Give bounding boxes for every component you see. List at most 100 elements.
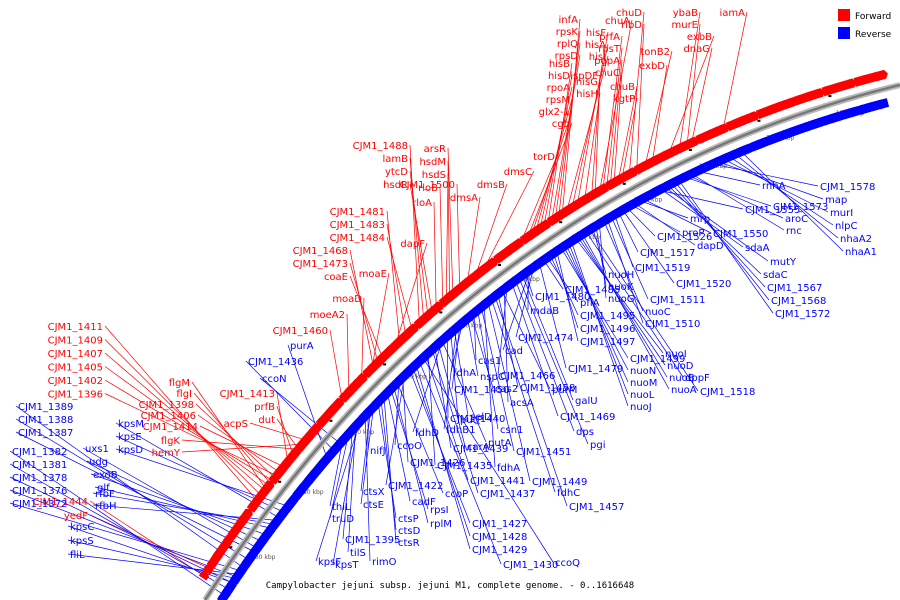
reverse-gene-label: rpsI [430,505,449,516]
gene-arrows [198,69,890,600]
leader-line [690,47,713,147]
leader-line [346,313,350,397]
forward-gene-label: hisF [586,28,606,39]
forward-gene-label: hisA [585,40,606,51]
reverse-gene-label: CJM1_1480 [535,292,590,303]
leader-line [417,358,502,565]
reverse-gene-label: nhaA1 [845,247,877,258]
reverse-gene-label: CJM1_1427 [472,519,527,530]
forward-gene-label: tonB2 [640,47,670,58]
leader-line [676,177,774,314]
forward-gene-label: CJM1_1468 [293,246,348,257]
reverse-gene-label: CJM1_1388 [18,415,73,426]
reverse-gene-label: mdaB [530,306,559,317]
leader-line [483,301,496,468]
reverse-gene-label: CJM1_1497 [580,337,635,348]
leader-line [433,343,452,449]
reverse-gene-label: CJM1_1495 [580,311,635,322]
forward-gene-label: moeA2 [310,310,345,321]
reverse-gene-label: purA [290,341,314,352]
leader-line [542,74,573,231]
leader-line [598,220,607,299]
reverse-gene-label: CJM1_1436 [248,357,303,368]
forward-gene-label: hisB [549,59,570,70]
forward-gene-label: CJM1_1484 [330,233,385,244]
reverse-gene-label: CJM1_1457 [569,502,624,513]
reverse-gene-label: CJM1_1389 [18,402,73,413]
leader-line [383,392,397,543]
reverse-gene-label: rnhA [762,181,786,192]
leader-line [636,23,645,174]
reverse-gene-label: ccoO [397,441,422,452]
leader-line [9,476,231,583]
reverse-gene-label: dapD [697,241,724,252]
scale-tick-label: 1460 kbp [512,276,540,283]
forward-gene-label: lamB [382,154,408,165]
reverse-gene-label: map [825,195,847,206]
reverse-gene-label: nuoN [630,366,656,377]
forward-gene-label: pgpA [594,56,620,67]
leader-line [639,196,712,234]
leader-line [480,303,515,452]
forward-gene-arrow [198,571,210,581]
leader-line [349,275,385,362]
reverse-gene-label: CJM1_1469 [560,412,615,423]
forward-gene-label: hisI [589,52,606,63]
leader-line [245,360,333,449]
leader-line [446,331,449,419]
forward-gene-arrow [488,257,498,268]
forward-gene-label: dnaG [683,44,710,55]
reverse-gene-label: CJM1_1526 [657,232,712,243]
reverse-gene-label: CJM1_1381 [12,460,67,471]
forward-gene-label: glx2-1 [539,107,570,118]
leader-line [433,201,437,313]
forward-gene-arrow [408,323,419,334]
leader-line [643,50,673,170]
reverse-gene-label: putA [488,438,512,449]
reverse-gene-label: rimO [372,557,397,568]
leader-line [605,47,623,191]
reverse-gene-label: CJM1_1422 [388,481,443,492]
leader-line [538,260,567,369]
leader-line [719,157,829,213]
leader-line [414,361,471,550]
leader-line [564,241,629,383]
forward-gene-label: CJM1_1406 [141,411,196,422]
forward-swatch [838,9,850,21]
forward-gene-label: CJM1_1488 [353,141,408,152]
leader-line [386,236,414,334]
reverse-gene-label: CJM1_1439 [453,444,508,455]
forward-gene-label: CJM1_1481 [330,207,385,218]
leader-line [409,170,429,320]
reverse-gene-label: CJM1_1430 [503,560,558,571]
leader-line [392,382,429,524]
forward-gene-arrow [599,183,610,194]
leader-line [576,31,609,209]
leader-line [726,154,834,226]
reverse-gene-label: uxs1 [85,444,109,455]
reverse-gene-label: ctsP [398,514,419,525]
reverse-gene-label: CJM1_1496 [580,324,635,335]
leader-line [486,298,531,482]
leader-line [437,340,466,447]
forward-gene-label: flgI [176,389,192,400]
leader-line [440,337,487,443]
reverse-gene-label: CJM1_1567 [767,283,822,294]
reverse-gene-label: carA [467,442,490,453]
reverse-gene-label: acsA [510,398,534,409]
genome-axis [202,82,900,600]
reverse-gene-label: CJM1_1555 [745,205,800,216]
leader-line [616,209,639,253]
leader-line [9,463,227,589]
reverse-gene-label: fliL [70,550,85,561]
legend-forward-label: Forward [855,12,891,22]
reverse-gene-label: mutY [770,257,797,268]
reverse-gene-label: kpsM [118,419,144,430]
leader-line [181,443,307,453]
forward-gene-label: rpsM [546,95,570,106]
reverse-gene-label: kpsC [70,522,94,533]
leader-line [661,184,769,262]
leader-line [496,290,519,388]
scale-tick-mark [757,119,761,122]
leader-line [559,245,629,359]
